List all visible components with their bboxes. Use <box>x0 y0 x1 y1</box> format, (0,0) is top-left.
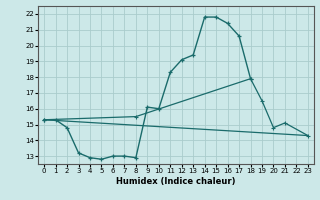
X-axis label: Humidex (Indice chaleur): Humidex (Indice chaleur) <box>116 177 236 186</box>
